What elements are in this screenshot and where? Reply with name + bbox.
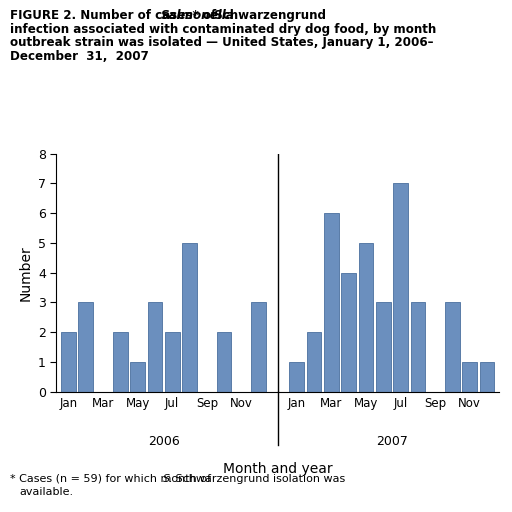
Text: December  31,  2007: December 31, 2007	[10, 50, 149, 63]
Bar	[78, 303, 93, 392]
Text: Month and year: Month and year	[223, 462, 333, 476]
Text: outbreak strain was isolated — United States, January 1, 2006–: outbreak strain was isolated — United St…	[10, 36, 434, 49]
Bar	[289, 362, 304, 392]
Text: infection associated with contaminated dry dog food, by month: infection associated with contaminated d…	[10, 23, 437, 35]
Bar	[182, 243, 197, 392]
Text: 2006: 2006	[147, 435, 179, 448]
Text: available.: available.	[19, 487, 74, 498]
Bar	[307, 332, 322, 392]
Bar	[411, 303, 425, 392]
Bar	[130, 362, 145, 392]
Text: 2007: 2007	[376, 435, 408, 448]
Bar	[480, 362, 495, 392]
Y-axis label: Number: Number	[18, 245, 32, 301]
Bar	[342, 272, 356, 392]
Bar	[147, 303, 162, 392]
Text: FIGURE 2. Number of cases* of: FIGURE 2. Number of cases* of	[10, 9, 221, 22]
Text: S.: S.	[163, 474, 174, 484]
Text: Schwarzengrund isolation was: Schwarzengrund isolation was	[172, 474, 345, 484]
Bar	[358, 243, 373, 392]
Text: * Cases (n = 59) for which month of: * Cases (n = 59) for which month of	[10, 474, 215, 484]
Text: Salmonella: Salmonella	[161, 9, 235, 22]
Bar	[324, 213, 339, 392]
Bar	[462, 362, 477, 392]
Bar	[61, 332, 76, 392]
Bar	[217, 332, 231, 392]
Bar	[445, 303, 460, 392]
Bar	[113, 332, 127, 392]
Bar	[376, 303, 391, 392]
Bar	[393, 183, 408, 392]
Bar	[165, 332, 180, 392]
Bar	[251, 303, 266, 392]
Text: Schwarzengrund: Schwarzengrund	[210, 9, 326, 22]
